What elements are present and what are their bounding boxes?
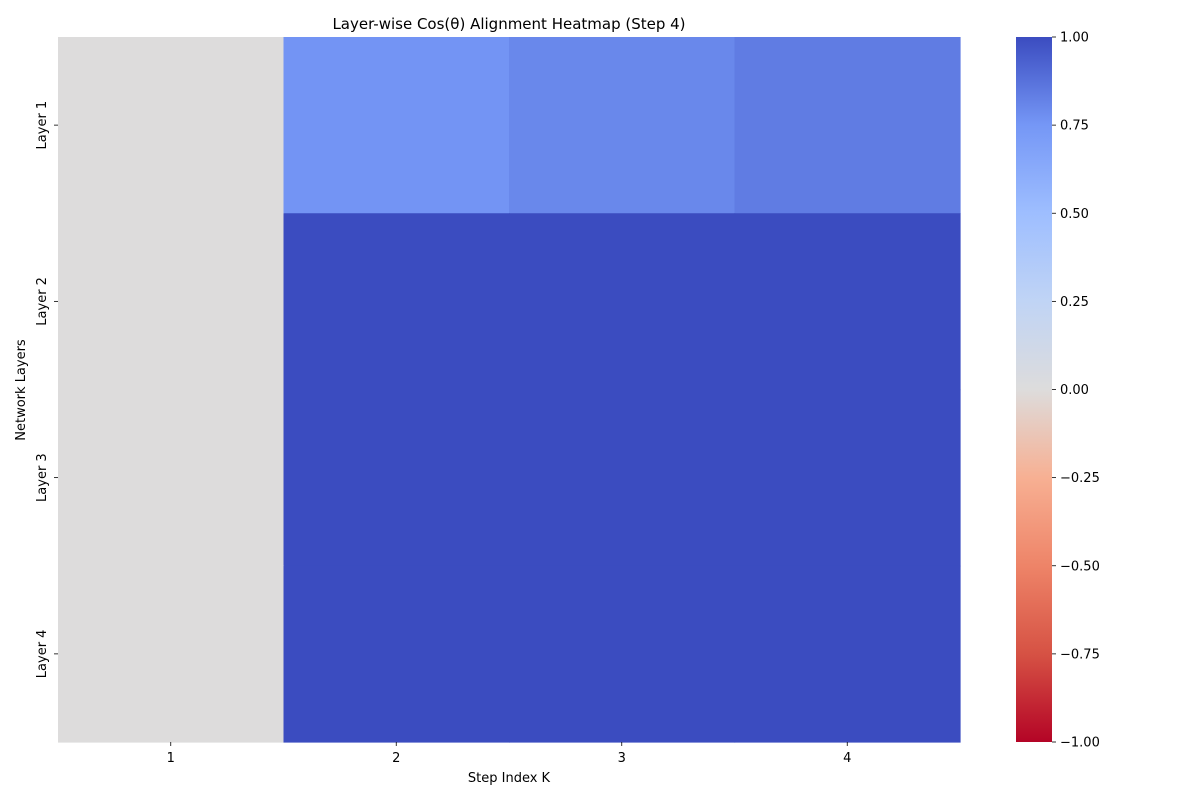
x-tick-label: 2 bbox=[392, 751, 400, 766]
heatmap-cell-r2-c3 bbox=[509, 213, 736, 391]
heatmap-cell-r4-c3 bbox=[509, 565, 736, 743]
heatmap-cell-r3-c3 bbox=[509, 389, 736, 567]
heatmap-cell-r1-c2 bbox=[283, 37, 510, 214]
colorbar-tick-label: −0.50 bbox=[1060, 559, 1100, 574]
y-tick-label: Layer 3 bbox=[35, 453, 50, 502]
x-tick-label: 3 bbox=[618, 751, 626, 766]
heatmap-cell-r1-c1 bbox=[58, 37, 285, 214]
x-axis-label: Step Index K bbox=[468, 771, 551, 786]
colorbar-tick-label: 0.50 bbox=[1060, 207, 1089, 222]
y-tick-label: Layer 1 bbox=[35, 101, 50, 150]
colorbar-tick-label: 1.00 bbox=[1060, 31, 1089, 46]
heatmap-cell-r1-c4 bbox=[734, 37, 961, 214]
colorbar-tick-label: −1.00 bbox=[1060, 736, 1100, 751]
x-tick-label: 1 bbox=[167, 751, 175, 766]
chart-title: Layer-wise Cos(θ) Alignment Heatmap (Ste… bbox=[332, 15, 685, 33]
colorbar-tick-label: 0.75 bbox=[1060, 119, 1089, 134]
y-tick-label: Layer 4 bbox=[35, 630, 50, 679]
x-axis: 1 2 3 4 bbox=[167, 742, 851, 766]
heatmap-cell-r2-c2 bbox=[283, 213, 510, 391]
heatmap-cell-r2-c1 bbox=[58, 213, 285, 391]
heatmap-cell-r2-c4 bbox=[734, 213, 961, 391]
colorbar bbox=[1016, 37, 1052, 742]
heatmap-cell-r4-c1 bbox=[58, 565, 285, 743]
y-axis-label: Network Layers bbox=[14, 339, 29, 441]
heatmap-cell-r4-c2 bbox=[283, 565, 510, 743]
x-tick-label: 4 bbox=[843, 751, 851, 766]
colorbar-tick-label: 0.25 bbox=[1060, 295, 1089, 310]
heatmap-cell-r3-c2 bbox=[283, 389, 510, 567]
colorbar-axis: 1.00 0.75 0.50 0.25 0.00 −0.25 −0.50 −0.75 −1.00 bbox=[1052, 31, 1100, 751]
colorbar-tick-label: 0.00 bbox=[1060, 383, 1089, 398]
heatmap-cell-r4-c4 bbox=[734, 565, 961, 743]
y-tick-label: Layer 2 bbox=[35, 277, 50, 326]
heatmap-cell-r3-c4 bbox=[734, 389, 961, 567]
heatmap-cells bbox=[58, 37, 961, 743]
colorbar-tick-label: −0.25 bbox=[1060, 471, 1100, 486]
y-axis: Layer 1 Layer 2 Layer 3 Layer 4 bbox=[35, 101, 58, 678]
heatmap-cell-r1-c3 bbox=[509, 37, 736, 214]
colorbar-tick-label: −0.75 bbox=[1060, 647, 1100, 662]
heatmap-cell-r3-c1 bbox=[58, 389, 285, 567]
